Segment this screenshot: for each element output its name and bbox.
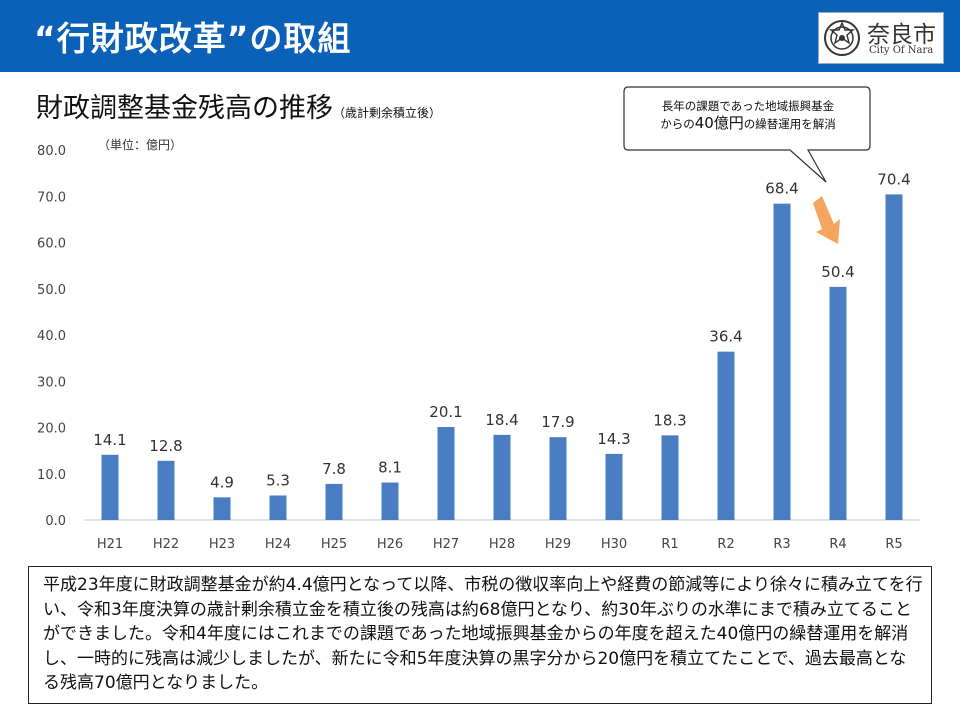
y-axis-ticks: 0.0 10.0 20.0 30.0 40.0 50.0 60.0 70.0 80.0 — [37, 144, 66, 529]
y-tick-label: 30.0 — [37, 375, 66, 390]
value-label: 68.4 — [765, 180, 798, 198]
y-tick-label: 0.0 — [45, 514, 66, 529]
callout-line-2-post: の繰替運用を解消 — [743, 117, 836, 131]
bar-R2 — [717, 351, 735, 520]
x-tick-label: H26 — [377, 537, 403, 552]
y-tick-label: 50.0 — [37, 283, 66, 298]
decrease-arrow-icon — [813, 196, 840, 244]
value-label: 36.4 — [709, 328, 742, 346]
x-tick-label: H27 — [433, 537, 459, 552]
bar-H24 — [269, 495, 287, 520]
y-tick-label: 60.0 — [37, 237, 66, 252]
callout-box — [623, 86, 871, 183]
callout-line-1: 長年の課題であった地域振興基金 — [661, 99, 835, 113]
x-tick-label: H23 — [209, 537, 235, 552]
y-tick-label: 80.0 — [37, 144, 66, 159]
unit-label: （単位：億円） — [98, 138, 183, 152]
bar-H29 — [549, 437, 567, 520]
y-tick-label: 40.0 — [37, 329, 66, 344]
callout-text: 長年の課題であった地域振興基金 からの40億円の繰替運用を解消 — [628, 98, 868, 133]
city-seal-icon — [824, 20, 860, 56]
bar-H30 — [605, 453, 623, 520]
nara-city-logo: 奈良市 City Of Nara — [818, 12, 944, 64]
x-tick-label: R3 — [773, 537, 790, 552]
y-tick-label: 10.0 — [37, 468, 66, 483]
chart-subtitle: （歳計剰余積立後） — [333, 106, 442, 120]
x-tick-label: H29 — [545, 537, 571, 552]
bar-H26 — [381, 482, 399, 520]
bar-H25 — [325, 483, 343, 520]
chart-title-text: 財政調整基金残高の推移 — [36, 93, 333, 124]
x-axis-labels: H21 H22 H23 H24 H25 H26 H27 H28 H29 H30 R1 R2 R3 R4 R5 — [97, 537, 903, 552]
bar-R5 — [885, 194, 903, 520]
description-box: 平成23年度に財政調整基金が約4.4億円となって以降、市税の徴収率向上や経費の節… — [28, 566, 932, 704]
bar-H27 — [437, 427, 455, 520]
bar-H21 — [101, 454, 119, 520]
value-label: 4.9 — [210, 473, 234, 491]
value-labels: 14.1 12.8 4.9 5.3 7.8 8.1 20.1 18.4 17.9 14.3 18.3… — [93, 170, 910, 491]
bar-R1 — [661, 435, 679, 520]
value-label: 18.4 — [485, 411, 518, 429]
value-label: 14.1 — [93, 431, 126, 449]
callout-line-2-pre: からの — [660, 117, 695, 131]
value-label: 50.4 — [821, 263, 854, 281]
chart-title: 財政調整基金残高の推移（歳計剰余積立後） — [36, 86, 441, 125]
bar-H22 — [157, 460, 175, 520]
value-label: 14.3 — [597, 430, 630, 448]
bar-H28 — [493, 434, 511, 520]
value-label: 17.9 — [541, 413, 574, 431]
callout-line-2: からの40億円の繰替運用を解消 — [628, 115, 868, 133]
x-tick-label: R1 — [661, 537, 678, 552]
bar-R3 — [773, 203, 791, 520]
callout-amount: 40億円 — [694, 114, 744, 132]
value-label: 5.3 — [266, 471, 290, 489]
x-tick-label: H25 — [321, 537, 347, 552]
logo-city-name: 奈良市 — [867, 22, 936, 48]
x-tick-label: H30 — [601, 537, 627, 552]
x-tick-label: R4 — [829, 537, 846, 552]
x-tick-label: R5 — [885, 537, 902, 552]
logo-city-subtitle: City Of Nara — [869, 45, 934, 56]
bar-H23 — [213, 497, 231, 520]
value-label: 70.4 — [877, 170, 910, 188]
bar-chart: 0.0 10.0 20.0 30.0 40.0 50.0 60.0 70.0 80.0 14.1… — [37, 86, 920, 552]
value-label: 18.3 — [653, 411, 686, 429]
bar-R4 — [829, 286, 847, 520]
x-tick-label: H21 — [97, 537, 123, 552]
y-tick-label: 70.0 — [37, 190, 66, 205]
value-label: 12.8 — [149, 437, 182, 455]
x-tick-label: R2 — [717, 537, 734, 552]
value-label: 7.8 — [322, 460, 346, 478]
header-bar: “行財政改革”の取組 奈良市 City Of Nara — [0, 0, 960, 72]
page-title: “行財政改革”の取組 — [34, 19, 352, 58]
x-tick-label: H28 — [489, 537, 515, 552]
value-label: 20.1 — [429, 403, 462, 421]
y-tick-label: 20.0 — [37, 422, 66, 437]
x-tick-label: H22 — [153, 537, 179, 552]
value-label: 8.1 — [378, 459, 402, 477]
bars — [101, 194, 903, 520]
x-tick-label: H24 — [265, 537, 291, 552]
